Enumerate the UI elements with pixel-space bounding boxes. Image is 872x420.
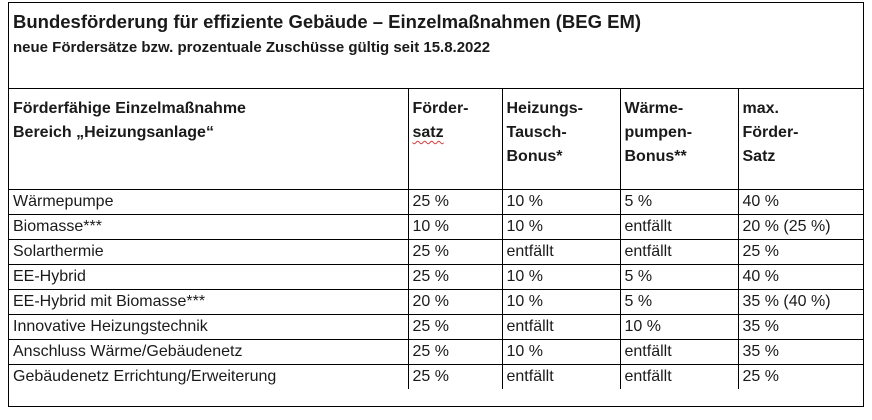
cell-funding-rate: 25 % xyxy=(407,313,503,340)
document-title: Bundesförderung für effiziente Gebäude –… xyxy=(13,11,642,32)
cell-heat-pump-bonus: entfällt xyxy=(619,338,739,365)
cell-heat-pump-bonus: 5 % xyxy=(619,263,739,290)
cell-heating-exchange-bonus: 10 % xyxy=(501,213,621,240)
cell-heating-exchange-bonus: 10 % xyxy=(501,338,621,365)
cell-heating-exchange-bonus: 10 % xyxy=(501,288,621,315)
cell-measure: Anschluss Wärme/Gebäudenetz xyxy=(8,338,409,365)
cell-funding-rate: 25 % xyxy=(407,263,503,290)
header-line: max. xyxy=(742,100,779,117)
header-funding-rate: Förder- satz xyxy=(407,89,503,190)
table-row: EE-Hybrid mit Biomasse*** 20 % 10 % 5 % … xyxy=(8,288,863,315)
table-row: EE-Hybrid 25 % 10 % 5 % 40 % xyxy=(8,263,863,290)
cell-max-funding-rate: 25 % xyxy=(737,363,863,389)
header-line: satz xyxy=(412,124,444,141)
table-row: Anschluss Wärme/Gebäudenetz 25 % 10 % en… xyxy=(8,338,863,365)
table-header-row: Förderfähige Einzelmaßnahme Bereich „Hei… xyxy=(8,89,863,190)
header-measure: Förderfähige Einzelmaßnahme Bereich „Hei… xyxy=(8,89,409,190)
table-row: Gebäudenetz Errichtung/Erweiterung 25 % … xyxy=(8,363,863,389)
cell-heat-pump-bonus: 5 % xyxy=(619,188,739,215)
table-row: Wärmepumpe 25 % 10 % 5 % 40 % xyxy=(8,188,863,215)
title-block: Bundesförderung für effiziente Gebäude –… xyxy=(9,3,863,89)
cell-max-funding-rate: 35 % (40 %) xyxy=(737,288,863,315)
header-line: Bonus** xyxy=(624,148,687,165)
table-row: Biomasse*** 10 % 10 % entfällt 20 % (25 … xyxy=(8,213,863,240)
cell-heat-pump-bonus: entfällt xyxy=(619,238,739,265)
header-line: pumpen- xyxy=(624,124,693,141)
cell-heating-exchange-bonus: 10 % xyxy=(501,263,621,290)
document-subtitle: neue Fördersätze bzw. prozentuale Zuschü… xyxy=(13,39,491,56)
funding-rates-table: Förderfähige Einzelmaßnahme Bereich „Hei… xyxy=(8,89,863,389)
header-line: Förder- xyxy=(742,124,799,141)
cell-max-funding-rate: 25 % xyxy=(737,238,863,265)
header-line: Satz xyxy=(742,148,776,165)
header-line: Bereich „Heizungsanlage“ xyxy=(13,124,214,141)
cell-max-funding-rate: 40 % xyxy=(737,188,863,215)
cell-measure: EE-Hybrid xyxy=(8,263,409,290)
table-row: Solarthermie 25 % entfällt entfällt 25 % xyxy=(8,238,863,265)
cell-heat-pump-bonus: entfällt xyxy=(619,213,739,240)
header-max-funding-rate: max. Förder- Satz xyxy=(737,89,863,190)
cell-funding-rate: 25 % xyxy=(407,338,503,365)
cell-funding-rate: 25 % xyxy=(407,188,503,215)
cell-max-funding-rate: 35 % xyxy=(737,313,863,340)
cell-funding-rate: 10 % xyxy=(407,213,503,240)
cell-heating-exchange-bonus: entfällt xyxy=(501,363,621,389)
cell-measure: Gebäudenetz Errichtung/Erweiterung xyxy=(8,363,409,389)
cell-funding-rate: 20 % xyxy=(407,288,503,315)
header-line: Förderfähige Einzelmaßnahme xyxy=(13,100,246,117)
cell-funding-rate: 25 % xyxy=(407,363,503,389)
header-line: Heizungs- xyxy=(506,100,583,117)
cell-heat-pump-bonus: 5 % xyxy=(619,288,739,315)
cell-heating-exchange-bonus: entfällt xyxy=(501,313,621,340)
cell-measure: Innovative Heizungstechnik xyxy=(8,313,409,340)
header-line: Tausch- xyxy=(506,124,567,141)
cell-measure: Wärmepumpe xyxy=(8,188,409,215)
cell-measure: Solarthermie xyxy=(8,238,409,265)
header-line: Bonus* xyxy=(506,148,563,165)
header-heating-exchange-bonus: Heizungs- Tausch- Bonus* xyxy=(501,89,621,190)
cell-max-funding-rate: 20 % (25 %) xyxy=(737,213,863,240)
document-table-frame: Bundesförderung für effiziente Gebäude –… xyxy=(8,2,864,407)
cell-heat-pump-bonus: entfällt xyxy=(619,363,739,389)
cell-heating-exchange-bonus: entfällt xyxy=(501,238,621,265)
cell-measure: EE-Hybrid mit Biomasse*** xyxy=(8,288,409,315)
cell-heating-exchange-bonus: 10 % xyxy=(501,188,621,215)
table-row: Innovative Heizungstechnik 25 % entfällt… xyxy=(8,313,863,340)
cell-max-funding-rate: 35 % xyxy=(737,338,863,365)
header-line: Förder- xyxy=(412,100,469,117)
cell-measure: Biomasse*** xyxy=(8,213,409,240)
cell-heat-pump-bonus: 10 % xyxy=(619,313,739,340)
cell-max-funding-rate: 40 % xyxy=(737,263,863,290)
cell-funding-rate: 25 % xyxy=(407,238,503,265)
header-line: Wärme- xyxy=(624,100,684,117)
header-heat-pump-bonus: Wärme- pumpen- Bonus** xyxy=(619,89,739,190)
